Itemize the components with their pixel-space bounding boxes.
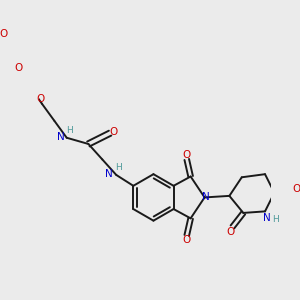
Text: H: H [272,214,279,224]
Text: O: O [227,227,235,237]
Text: O: O [183,150,191,160]
Text: N: N [105,169,112,179]
Text: H: H [115,164,122,172]
Text: H: H [66,125,72,134]
Text: O: O [293,184,300,194]
Text: O: O [110,127,118,136]
Text: O: O [0,29,7,39]
Text: O: O [14,63,23,73]
Text: N: N [263,213,270,223]
Text: N: N [202,192,210,203]
Text: N: N [57,132,65,142]
Text: O: O [183,235,191,245]
Text: O: O [36,94,44,104]
